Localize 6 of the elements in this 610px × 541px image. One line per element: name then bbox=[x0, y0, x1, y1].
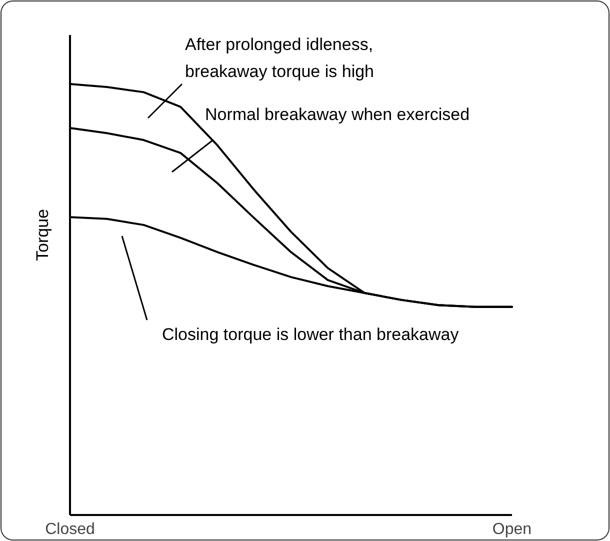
annotation: Normal breakaway when exercised bbox=[205, 105, 470, 124]
x-tick-label: Closed bbox=[45, 521, 95, 538]
y-axis-title: Torque bbox=[33, 209, 52, 261]
annotation: Closing torque is lower than breakaway bbox=[162, 325, 460, 344]
x-tick-label: Open bbox=[492, 521, 532, 538]
text: After prolonged idleness, breakaway torque is high bbox=[185, 35, 374, 81]
